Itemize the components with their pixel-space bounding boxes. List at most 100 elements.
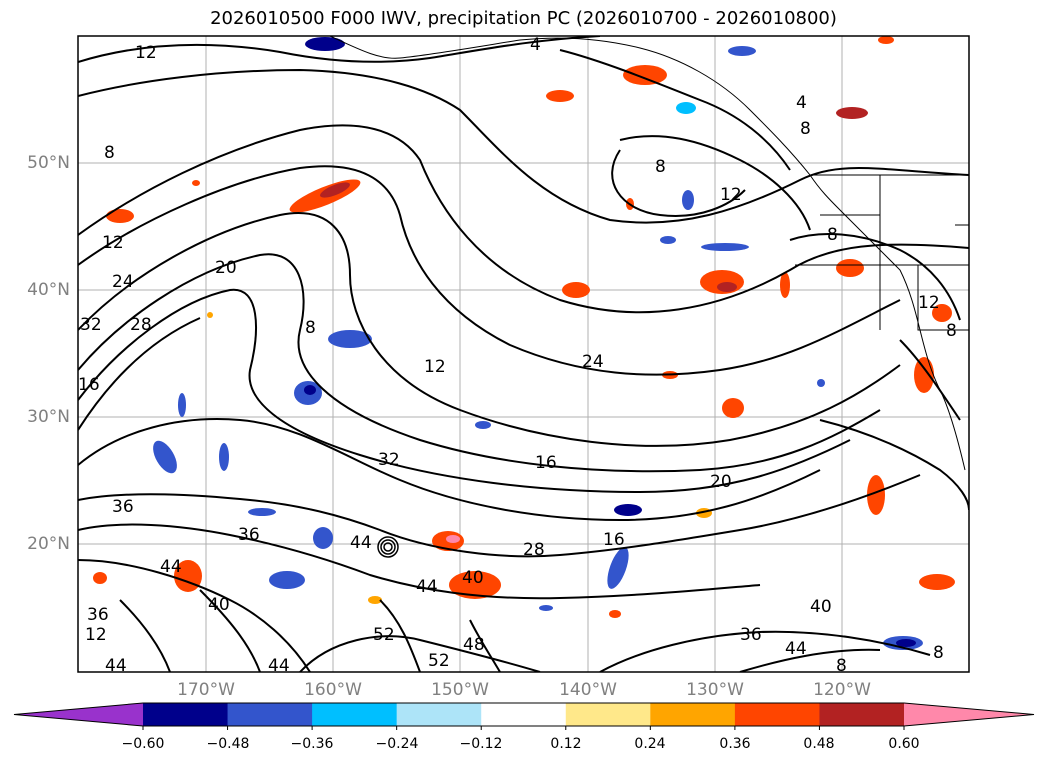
contour-label: 8 (827, 225, 838, 245)
contour-label: 52 (428, 651, 450, 671)
contour-label: 12 (424, 357, 446, 377)
contour-label: 40 (462, 568, 484, 588)
contour-line (78, 317, 201, 431)
colorbar-bin (481, 703, 567, 726)
contour-cluster (377, 536, 399, 558)
colorbar-bin (227, 703, 313, 726)
precip-blob (93, 572, 107, 584)
coastline-alaska (329, 36, 966, 471)
graticule (78, 36, 969, 672)
precip-blob (836, 107, 868, 119)
contour-line (78, 212, 901, 447)
contour-ring (383, 542, 393, 552)
contour-label: 16 (78, 375, 100, 395)
contour-label: 44 (416, 577, 438, 597)
precip-blob (836, 259, 864, 277)
colorbar-tick-label: 0.36 (719, 736, 751, 752)
contour-label: 40 (810, 597, 832, 617)
precip-blob (614, 504, 642, 516)
contour-line (78, 418, 821, 522)
colorbar-tick-label: 0.60 (888, 736, 920, 752)
contour-label: 48 (463, 635, 485, 655)
precip-blob (932, 304, 952, 322)
precip-blob (178, 393, 186, 417)
precip-blob (207, 312, 213, 318)
colorbar-tick-label: 0.24 (634, 736, 666, 752)
precip-blob (919, 574, 955, 590)
contour-label: 4 (530, 35, 541, 55)
contour-ring (377, 536, 399, 558)
contour-line (899, 339, 961, 421)
precip-blob (562, 282, 590, 298)
precip-blob (546, 90, 574, 102)
precip-blob (676, 102, 696, 114)
precip-blob (269, 571, 305, 589)
contour-line (78, 288, 851, 494)
contour-line (619, 135, 811, 231)
lon-label-170w: 170°W (177, 680, 235, 700)
precip-blob (305, 37, 345, 51)
precip-blob (780, 272, 790, 298)
precip-blob (607, 547, 629, 589)
precip-fill-blobs (93, 36, 955, 650)
contour-label: 8 (800, 119, 811, 139)
contour-label: 12 (85, 625, 107, 645)
lon-label-150w: 150°W (431, 680, 489, 700)
colorbar-bin (396, 703, 482, 726)
colorbar-bin (650, 703, 736, 726)
contour-label: 16 (603, 530, 625, 550)
contour-line (611, 149, 746, 217)
precip-blob (539, 605, 553, 611)
contour-label: 8 (836, 656, 847, 676)
colorbar-bin (819, 703, 905, 726)
contour-line (469, 619, 501, 672)
contour-line (78, 124, 969, 314)
lat-label-20n: 20°N (27, 534, 70, 554)
contour-label: 12 (102, 233, 124, 253)
contour-line (379, 599, 421, 672)
precip-blob (878, 36, 894, 44)
colorbar-tick-label: −0.12 (459, 736, 503, 752)
contour-label: 16 (535, 453, 557, 473)
colorbar-extend-high (904, 703, 1034, 726)
precip-blob (609, 610, 621, 618)
contour-label: 32 (80, 315, 102, 335)
contour-label: 44 (350, 533, 372, 553)
contour-labels: 12 4 4 8 8 8 8 12 12 12 8 24 20 32 28 16… (78, 35, 957, 676)
contour-line (819, 419, 969, 511)
state-border (795, 264, 881, 330)
contour-label: 12 (918, 293, 940, 313)
contour-line (78, 253, 881, 473)
contour-label: 12 (135, 43, 157, 63)
contour-label: 8 (933, 643, 944, 663)
lon-label-160w: 160°W (304, 680, 362, 700)
contour-label: 44 (105, 656, 127, 676)
precip-blob (896, 639, 916, 647)
contour-line (789, 233, 961, 321)
contour-label: 8 (305, 318, 316, 338)
precip-blob (623, 65, 667, 85)
precip-blob (728, 46, 756, 56)
precip-blob (660, 236, 676, 244)
contour-label: 4 (796, 93, 807, 113)
precip-blob (248, 508, 276, 516)
contour-label: 20 (710, 472, 732, 492)
colorbar-tick-label: −0.60 (121, 736, 165, 752)
precip-blob (304, 385, 316, 395)
precip-blob (320, 182, 350, 198)
precip-blob (717, 282, 737, 292)
precip-blob (817, 379, 825, 387)
precip-blob (722, 398, 744, 418)
colorbar-bin (565, 703, 651, 726)
contour-label: 40 (208, 595, 230, 615)
contour-line (78, 559, 311, 672)
state-border (917, 265, 969, 331)
precip-blob (328, 330, 372, 348)
lon-label-130w: 130°W (686, 680, 744, 700)
chart-title: 2026010500 F000 IWV, precipitation PC (2… (210, 8, 837, 29)
precip-blob (475, 421, 491, 429)
contour-label: 36 (112, 497, 134, 517)
precip-blob (701, 243, 749, 251)
colorbar-extend-low (14, 703, 143, 726)
